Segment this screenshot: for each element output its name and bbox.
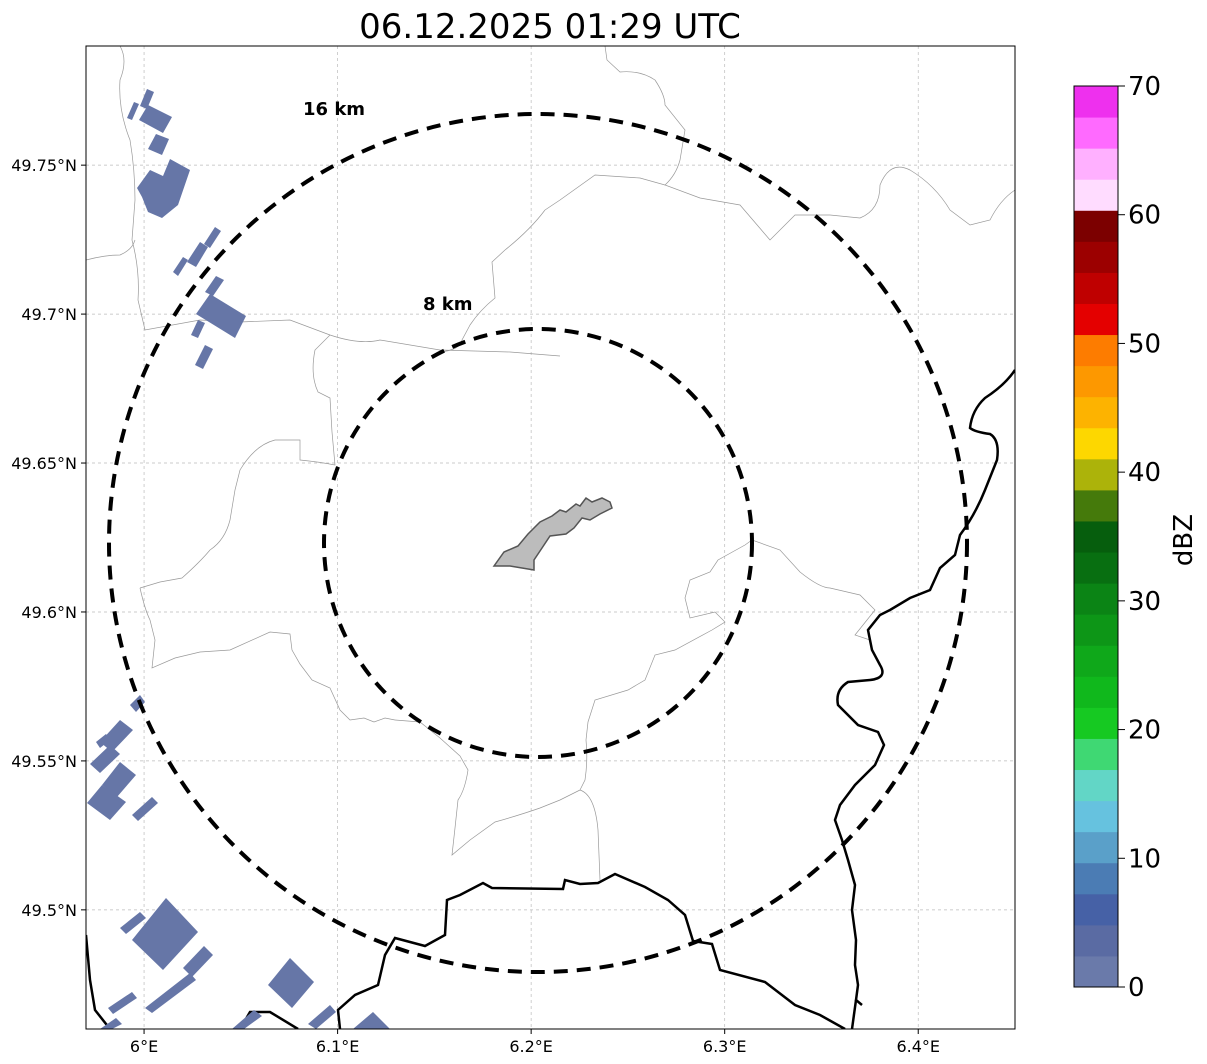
colorbar-segment — [1074, 552, 1118, 584]
colorbar-segment — [1074, 117, 1118, 149]
y-tick-label: 49.65°N — [11, 454, 77, 473]
x-tick-label: 6.4°E — [896, 1037, 940, 1056]
colorbar-segment — [1074, 458, 1118, 491]
x-tick-label: 6.3°E — [703, 1037, 747, 1056]
colorbar-segment — [1074, 489, 1118, 522]
colorbar-segment — [1074, 893, 1118, 926]
figure-title: 06.12.2025 01:29 UTC — [359, 7, 741, 47]
colorbar-segment — [1074, 645, 1118, 677]
colorbar-tick-label: 20 — [1128, 716, 1161, 746]
colorbar-label: dBZ — [1169, 514, 1199, 566]
colorbar-tick-label: 0 — [1128, 973, 1145, 1003]
radar-echoes — [87, 89, 390, 1029]
colorbar-segment — [1074, 334, 1118, 367]
ring-label-16km: 16 km — [303, 99, 365, 120]
colorbar: 0 10 20 30 40 50 60 70 — [1073, 72, 1161, 1003]
city-area — [492, 496, 613, 571]
colorbar-tick-label: 50 — [1128, 329, 1161, 359]
colorbar-segment — [1074, 800, 1118, 833]
colorbar-segment — [1074, 862, 1118, 895]
x-tick-label: 6.2°E — [509, 1037, 553, 1056]
range-rings — [107, 112, 969, 974]
y-axis: 49.75°N 49.7°N 49.65°N 49.6°N 49.55°N 49.5°N — [11, 156, 86, 920]
y-tick-label: 49.6°N — [21, 603, 77, 622]
y-tick-label: 49.75°N — [11, 156, 77, 175]
colorbar-segment — [1074, 707, 1118, 739]
colorbar-segment — [1074, 924, 1118, 957]
colorbar-frame — [1073, 85, 1119, 988]
colorbar-segment — [1074, 427, 1118, 460]
x-tick-label: 6.1°E — [316, 1037, 360, 1056]
colorbar-segment — [1074, 272, 1118, 304]
gridlines — [86, 46, 1015, 1029]
colorbar-segment — [1074, 179, 1118, 211]
x-axis: 6°E 6.1°E 6.2°E 6.3°E 6.4°E — [130, 1029, 940, 1056]
x-tick-label: 6°E — [130, 1037, 158, 1056]
map-frame — [85, 45, 1016, 1030]
colorbar-segment — [1074, 738, 1118, 771]
y-tick-label: 49.7°N — [21, 305, 77, 324]
colorbar-segment — [1074, 614, 1118, 646]
colorbar-segment — [1074, 583, 1118, 615]
colorbar-segment — [1074, 520, 1118, 553]
colorbar-tick-label: 10 — [1128, 844, 1161, 874]
colorbar-segment — [1074, 210, 1118, 242]
colorbar-segment — [1074, 955, 1118, 988]
colorbar-segment — [1074, 241, 1118, 273]
colorbar-segment — [1074, 396, 1118, 429]
colorbar-segment — [1074, 148, 1118, 180]
y-tick-label: 49.5°N — [21, 901, 77, 920]
colorbar-segment — [1074, 86, 1118, 118]
ring-label-8km: 8 km — [423, 294, 473, 315]
colorbar-segment — [1074, 769, 1118, 802]
colorbar-tick-label: 70 — [1128, 72, 1161, 102]
colorbar-segment — [1074, 365, 1118, 398]
colorbar-tick-label: 60 — [1128, 201, 1161, 231]
admin-boundaries — [86, 46, 1015, 881]
range-ring-16km — [107, 112, 969, 974]
map-area[interactable]: 16 km 8 km — [86, 46, 1015, 1029]
colorbar-segment — [1074, 676, 1118, 708]
y-tick-label: 49.55°N — [11, 752, 77, 771]
colorbar-tick-label: 30 — [1128, 587, 1161, 617]
colorbar-tick-label: 40 — [1128, 458, 1161, 488]
range-ring-8km — [322, 327, 754, 759]
colorbar-segment — [1074, 303, 1118, 336]
colorbar-segment — [1074, 831, 1118, 864]
